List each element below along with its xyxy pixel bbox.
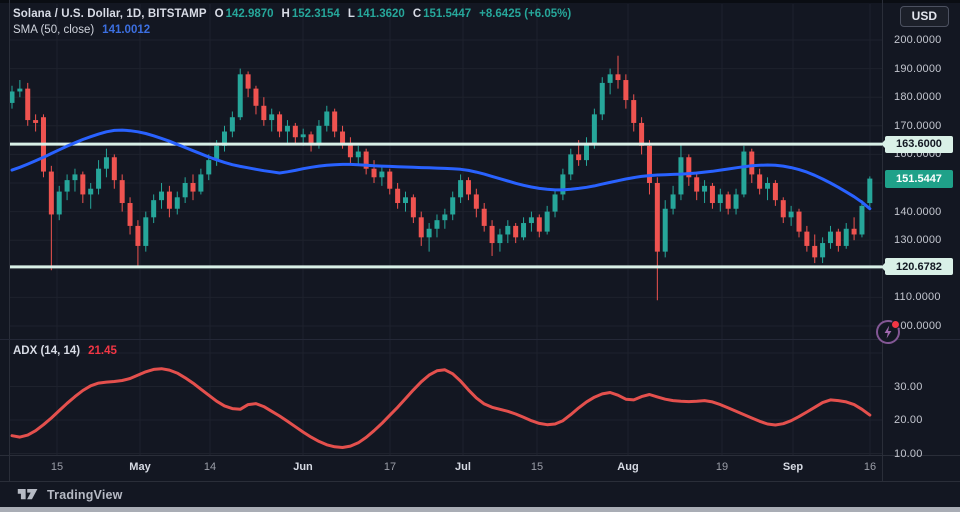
time-axis-label: 19	[715, 461, 729, 473]
sma-legend-label[interactable]: SMA (50, close)	[13, 24, 95, 36]
adx-legend-value: 21.45	[88, 345, 117, 357]
footer-bar: TradingView	[0, 481, 960, 507]
time-axis-label: May	[129, 461, 151, 473]
chart-left-border	[9, 0, 10, 481]
last-price-badge: 151.5447	[885, 169, 953, 188]
price-axis-label: 110.0000	[894, 291, 941, 304]
ohlc-low: L 141.3620	[347, 8, 405, 20]
time-axis-label: Sep	[782, 461, 804, 473]
pane-separator[interactable]	[0, 339, 960, 340]
window-top-edge	[0, 0, 960, 3]
price-axis-label: 200.0000	[894, 34, 942, 46]
price-axis[interactable]: 200.0000 190.0000 180.0000 170.0000 160.0000…	[884, 0, 960, 480]
symbol-title[interactable]: Solana / U.S. Dollar, 1D, BITSTAMP	[13, 8, 207, 20]
time-axis[interactable]: 15 May 14 Jun 17 Jul 15 Aug 19 Sep 16	[0, 456, 882, 480]
tradingview-logo-icon[interactable]	[17, 488, 39, 501]
time-axis-label: 15	[530, 461, 544, 473]
time-axis-label: 14	[203, 461, 217, 473]
time-axis-separator	[0, 455, 960, 456]
adx-legend[interactable]: ADX (14, 14) 21.45	[13, 345, 117, 357]
adx-axis-label: 20.00	[894, 414, 923, 426]
currency-toggle-button[interactable]: USD	[899, 6, 949, 27]
time-axis-label: 16	[863, 461, 877, 473]
time-axis-label: 17	[383, 461, 397, 473]
resistance-price-badge: 163.6000	[881, 135, 953, 153]
change-value: +8.6425 (+6.05%)	[479, 8, 572, 20]
price-axis-label: 180.0000	[894, 91, 942, 104]
price-axis-label: 190.0000	[894, 62, 942, 75]
price-axis-separator	[882, 0, 883, 481]
price-axis-label: 130.0000	[894, 234, 942, 247]
time-axis-label: Aug	[617, 461, 639, 473]
lightning-boost-icon[interactable]	[876, 320, 900, 344]
lightning-bolt-glyph	[884, 325, 892, 339]
sma-legend-value: 141.0012	[102, 24, 151, 36]
adx-axis-label: 10.00	[894, 447, 923, 460]
chart-legend: Solana / U.S. Dollar, 1D, BITSTAMP O 142.…	[13, 6, 571, 38]
ohlc-high: H 152.3154	[281, 8, 340, 20]
notification-dot	[891, 320, 900, 329]
time-axis-label: Jun	[293, 461, 313, 473]
window-bottom-edge	[0, 507, 960, 512]
ohlc-open: O 142.9870	[214, 8, 274, 20]
tradingview-brand[interactable]: TradingView	[47, 487, 123, 502]
adx-axis-label: 30.00	[894, 380, 923, 393]
price-axis-label: 140.0000	[894, 205, 942, 218]
time-axis-label: Jul	[455, 461, 471, 473]
time-axis-label: 15	[50, 461, 64, 473]
ohlc-close: C 151.5447	[412, 8, 472, 20]
price-axis-label: 170.0000	[894, 119, 942, 132]
support-price-badge: 120.6782	[881, 258, 953, 276]
adx-legend-label: ADX (14, 14)	[13, 345, 81, 357]
price-axis-label: 100.0000	[894, 320, 942, 332]
